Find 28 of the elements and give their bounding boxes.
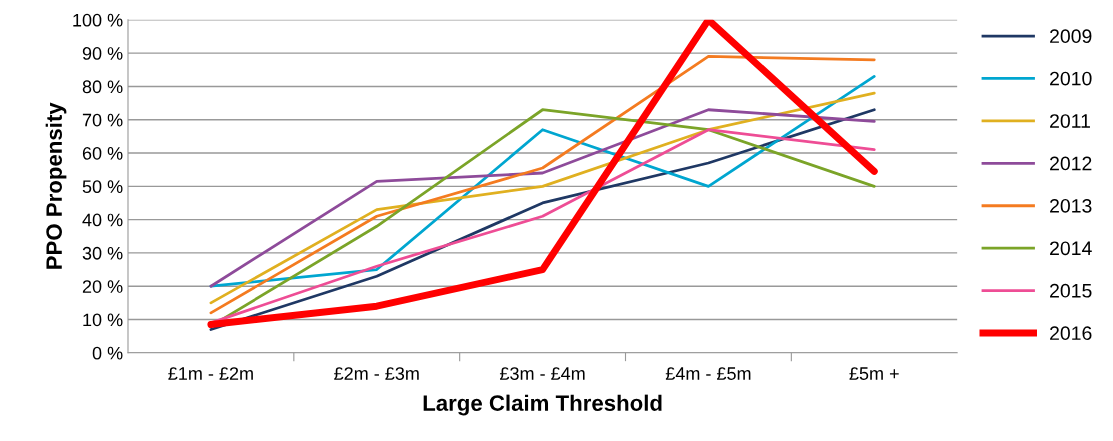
- legend-label: 2015: [1050, 283, 1092, 298]
- x-tick-label: £3m - £4m: [499, 367, 585, 380]
- y-tick-label: 100 %: [73, 13, 123, 27]
- y-tick-label: 40 %: [82, 213, 123, 227]
- line-series: [209, 108, 876, 288]
- x-tick-label: £5m +: [849, 367, 899, 380]
- legend-label: 2009: [1050, 29, 1092, 44]
- y-tick-label: 60 %: [82, 146, 123, 160]
- x-tick-label: £2m - £3m: [334, 367, 419, 380]
- legend-label: 2013: [1050, 198, 1092, 213]
- y-tick-label: 10 %: [83, 313, 123, 327]
- line-series: [209, 55, 876, 315]
- legend-label: 2010: [1050, 71, 1092, 86]
- x-tick-label: £4m - £5m: [665, 367, 751, 380]
- y-tick-label: 50 %: [82, 180, 123, 194]
- y-tick-label: 30 %: [82, 246, 123, 260]
- x-axis-title: Large Claim Threshold: [423, 394, 662, 416]
- legend-label: 2011: [1050, 114, 1090, 128]
- y-axis-title: PPO Propensity: [45, 102, 67, 269]
- y-tick-label: 20 %: [82, 280, 123, 293]
- y-tick-label: 80 %: [82, 80, 123, 94]
- legend-label: 2016: [1050, 326, 1092, 341]
- x-tick-label: £1m - £2m: [168, 367, 253, 380]
- y-tick-label: 70 %: [82, 113, 123, 127]
- legend-label: 2014: [1050, 241, 1092, 256]
- legend-label: 2012: [1050, 156, 1092, 171]
- y-tick-label: 90 %: [82, 47, 123, 60]
- y-tick-label: 0 %: [92, 346, 123, 360]
